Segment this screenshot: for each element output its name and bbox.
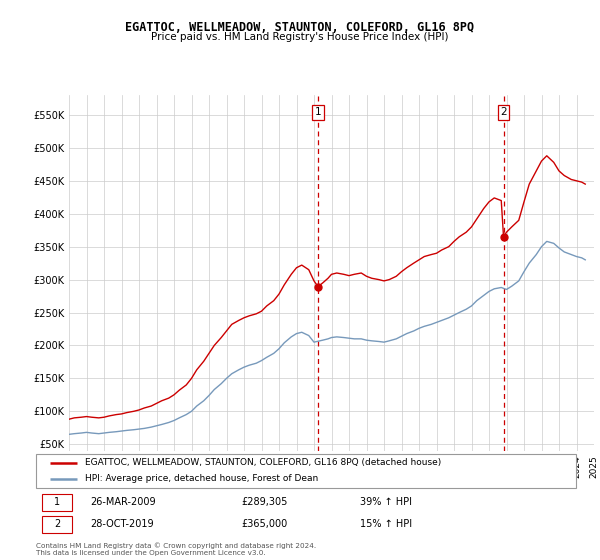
Text: 2: 2 bbox=[500, 108, 507, 118]
Text: EGATTOC, WELLMEADOW, STAUNTON, COLEFORD, GL16 8PQ: EGATTOC, WELLMEADOW, STAUNTON, COLEFORD,… bbox=[125, 21, 475, 34]
Text: 15% ↑ HPI: 15% ↑ HPI bbox=[360, 519, 412, 529]
Text: 39% ↑ HPI: 39% ↑ HPI bbox=[360, 497, 412, 507]
Text: Contains HM Land Registry data © Crown copyright and database right 2024.
This d: Contains HM Land Registry data © Crown c… bbox=[36, 542, 316, 556]
Text: EGATTOC, WELLMEADOW, STAUNTON, COLEFORD, GL16 8PQ (detached house): EGATTOC, WELLMEADOW, STAUNTON, COLEFORD,… bbox=[85, 459, 441, 468]
Text: £365,000: £365,000 bbox=[241, 519, 287, 529]
Text: 1: 1 bbox=[54, 497, 60, 507]
Text: 1: 1 bbox=[315, 108, 322, 118]
FancyBboxPatch shape bbox=[43, 493, 72, 511]
Text: Price paid vs. HM Land Registry's House Price Index (HPI): Price paid vs. HM Land Registry's House … bbox=[151, 32, 449, 43]
FancyBboxPatch shape bbox=[36, 454, 576, 488]
Text: 28-OCT-2019: 28-OCT-2019 bbox=[90, 519, 154, 529]
FancyBboxPatch shape bbox=[43, 516, 72, 533]
Text: 26-MAR-2009: 26-MAR-2009 bbox=[90, 497, 155, 507]
Text: 2: 2 bbox=[54, 519, 60, 529]
Text: £289,305: £289,305 bbox=[241, 497, 287, 507]
Text: HPI: Average price, detached house, Forest of Dean: HPI: Average price, detached house, Fore… bbox=[85, 474, 318, 483]
